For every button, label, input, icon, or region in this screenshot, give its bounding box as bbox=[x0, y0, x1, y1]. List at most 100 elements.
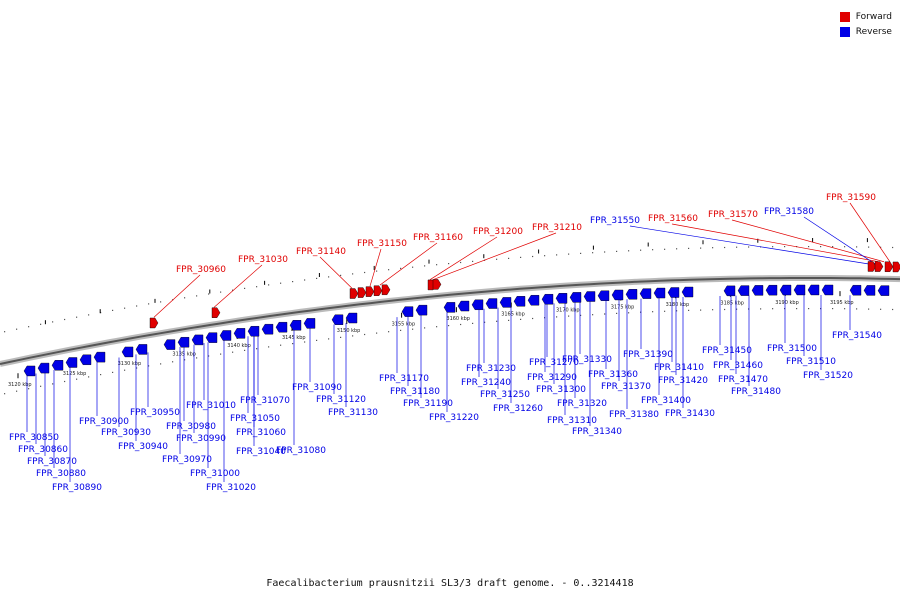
lower-guide-dot bbox=[364, 333, 366, 336]
lower-guide-dot bbox=[544, 317, 546, 319]
upper-guide-dot bbox=[508, 257, 510, 259]
upper-guide-dot bbox=[700, 247, 702, 249]
upper-guide-dot bbox=[652, 249, 654, 251]
forward-gene-arrow bbox=[373, 285, 383, 296]
forward-gene-arrow bbox=[874, 261, 884, 272]
reverse-gene-arrow bbox=[331, 314, 344, 325]
lower-guide-dot bbox=[208, 355, 210, 357]
gene-labels: FPR_30960 FPR_31030 FPR_31140 FPR_31150 FPR_… bbox=[9, 193, 882, 493]
upper-guide-dot bbox=[844, 246, 846, 248]
reverse-gene-label: FPR_31010 bbox=[186, 401, 236, 411]
reverse-gene-arrow bbox=[723, 285, 736, 297]
reverse-gene-label: FPR_31070 bbox=[240, 396, 290, 406]
lower-guide-dot bbox=[316, 339, 318, 341]
reverse-gene-arrow bbox=[807, 284, 820, 296]
reverse-gene-arrow bbox=[205, 332, 218, 343]
forward-gene-arrow bbox=[349, 288, 359, 299]
scale-label: 3175 kbp bbox=[611, 305, 635, 311]
forward-gene-label: FPR_31590 bbox=[826, 193, 876, 203]
reverse-gene-label: FPR_31090 bbox=[292, 383, 342, 393]
reverse-gene-label: FPR_31580 bbox=[764, 207, 814, 217]
forward-leader-line bbox=[731, 219, 885, 263]
reverse-gene-label: FPR_31290 bbox=[527, 373, 577, 383]
lower-guide-dot bbox=[556, 316, 558, 318]
upper-guide-dot bbox=[436, 264, 438, 266]
lower-guide-dot bbox=[184, 359, 186, 361]
reverse-gene-label: FPR_31470 bbox=[718, 375, 768, 385]
upper-guide-dot bbox=[40, 323, 42, 325]
reverse-gene-label: FPR_30870 bbox=[27, 457, 77, 467]
forward-gene-arrow bbox=[365, 286, 375, 297]
reverse-gene-label: FPR_31320 bbox=[557, 399, 607, 409]
reverse-gene-arrow bbox=[611, 289, 624, 301]
scale-label: 3165 kbp bbox=[501, 312, 525, 318]
reverse-gene-arrow bbox=[345, 312, 358, 324]
scale-label: 3150 kbp bbox=[337, 328, 361, 334]
lower-guide-dot bbox=[424, 327, 426, 329]
lower-guide-dot bbox=[412, 328, 414, 330]
legend-reverse-label: Reverse bbox=[855, 26, 892, 37]
lower-guide-dot bbox=[448, 325, 450, 327]
lower-guide-dot bbox=[280, 344, 282, 346]
lower-guide-dot bbox=[808, 308, 810, 310]
reverse-gene-arrow bbox=[863, 285, 876, 296]
lower-guide-dot bbox=[784, 308, 786, 310]
reverse-gene-label: FPR_30890 bbox=[52, 483, 102, 493]
gene-arrows bbox=[23, 261, 900, 377]
upper-guide-dot bbox=[880, 246, 882, 248]
reverse-leader-line bbox=[629, 225, 873, 265]
scale-label: 3185 kbp bbox=[720, 301, 744, 307]
reverse-gene-arrow bbox=[177, 337, 190, 348]
upper-guide-dot bbox=[4, 331, 6, 333]
reverse-gene-arrow bbox=[849, 285, 862, 296]
upper-guide-dot bbox=[892, 246, 894, 249]
legend-forward: Forward bbox=[839, 9, 892, 24]
lower-guide-dot bbox=[496, 320, 498, 322]
reverse-swatch bbox=[839, 26, 850, 37]
upper-guide-dot bbox=[244, 287, 246, 289]
lower-guide-dot bbox=[664, 310, 666, 312]
reverse-gene-arrow bbox=[233, 328, 246, 339]
reverse-gene-arrow bbox=[821, 284, 834, 296]
reverse-gene-label: FPR_31370 bbox=[601, 382, 651, 392]
reverse-gene-label: FPR_31310 bbox=[547, 416, 597, 426]
reverse-gene-label: FPR_31220 bbox=[429, 413, 479, 423]
upper-guide-dot bbox=[52, 321, 54, 323]
lower-guide-dot bbox=[340, 336, 342, 338]
scale-label: 3140 kbp bbox=[227, 343, 251, 349]
upper-guide-dot bbox=[640, 249, 642, 251]
upper-guide-dot bbox=[808, 246, 810, 248]
reverse-gene-arrow bbox=[583, 291, 596, 302]
upper-guide-dot bbox=[340, 274, 342, 276]
reverse-gene-arrow bbox=[681, 286, 694, 298]
forward-leader-line bbox=[213, 264, 263, 308]
upper-guide-dot bbox=[124, 307, 126, 309]
upper-guide-dot bbox=[460, 261, 462, 264]
reverse-gene-label: FPR_30970 bbox=[162, 455, 212, 465]
reverse-gene-label: FPR_30950 bbox=[130, 408, 180, 418]
lower-guide-dot bbox=[436, 326, 438, 328]
lower-guide-dot bbox=[40, 385, 42, 387]
reverse-gene-label: FPR_31130 bbox=[328, 408, 378, 418]
reverse-gene-label: FPR_31230 bbox=[466, 364, 516, 374]
upper-guide-dot bbox=[784, 246, 786, 248]
lower-guide-dot bbox=[124, 369, 126, 371]
lower-guide-dot bbox=[580, 314, 582, 316]
forward-gene-arrow bbox=[892, 261, 900, 273]
upper-guide-dot bbox=[472, 260, 474, 262]
reverse-gene-arrow bbox=[51, 360, 64, 371]
reverse-gene-arrow bbox=[555, 293, 568, 304]
forward-gene-arrow bbox=[867, 261, 877, 272]
reverse-gene-arrow bbox=[765, 284, 778, 296]
lower-guide-dot bbox=[868, 308, 870, 310]
lower-guide-dot bbox=[160, 363, 162, 365]
reverse-gene-label: FPR_31000 bbox=[190, 469, 240, 479]
reverse-gene-label: FPR_31420 bbox=[658, 376, 708, 386]
lower-guide-dot bbox=[892, 308, 894, 311]
lower-guide-dot bbox=[304, 341, 306, 343]
reverse-gene-label: FPR_31020 bbox=[206, 483, 256, 493]
lower-guide-dot bbox=[676, 310, 678, 312]
reverse-gene-label: FPR_30850 bbox=[9, 433, 59, 443]
legend-forward-label: Forward bbox=[855, 11, 892, 22]
legend-reverse: Reverse bbox=[839, 24, 892, 39]
